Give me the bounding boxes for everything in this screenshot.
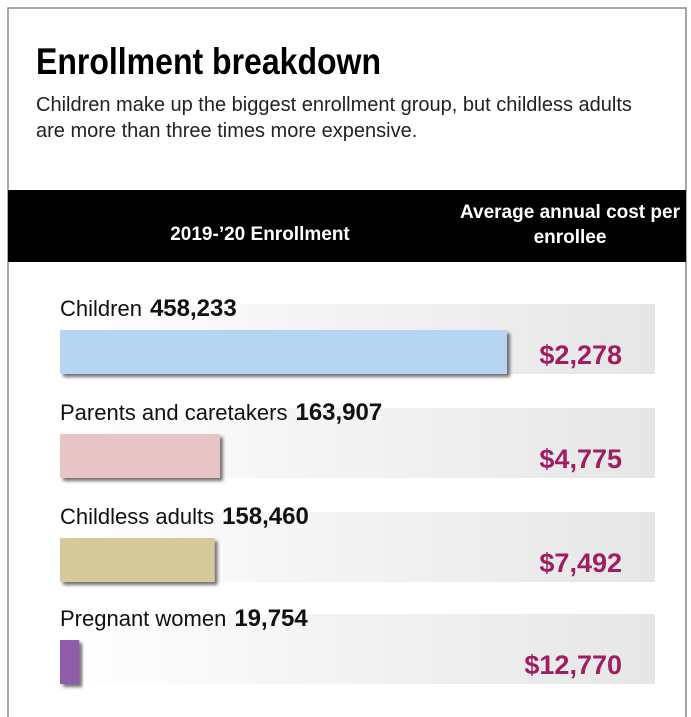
bar xyxy=(60,640,80,684)
value-label: 458,233 xyxy=(150,295,237,322)
chart-title: Enrollment breakdown xyxy=(36,41,381,82)
header-box: Average annual cost per enrollee xyxy=(460,202,680,248)
subtitle-box: Children make up the biggest enrollment … xyxy=(36,94,632,142)
category-label: Pregnant women 19,754 xyxy=(60,605,308,632)
header-band xyxy=(8,190,686,262)
category: Children xyxy=(60,296,142,321)
category-label: Parents and caretakers 163,907 xyxy=(60,399,382,426)
chart-subtitle: Children make up the biggest enrollment … xyxy=(36,94,632,142)
cost-label: $7,492 xyxy=(539,548,622,578)
value-label: 163,907 xyxy=(295,399,382,426)
rows: Children 458,233 $2,278 Parents and caretak… xyxy=(60,295,655,684)
cost-label: $2,278 xyxy=(539,340,622,370)
column-header: Average annual cost per enrollee xyxy=(460,202,680,248)
value-label: 158,460 xyxy=(222,503,309,530)
bar xyxy=(60,434,220,478)
column-header: 2019-’20 Enrollment xyxy=(170,224,350,245)
cost-label: $12,770 xyxy=(524,650,622,680)
category: Parents and caretakers xyxy=(60,400,287,425)
bar xyxy=(60,330,507,374)
row-background xyxy=(60,614,655,684)
bar xyxy=(60,538,215,582)
category: Childless adults xyxy=(60,504,214,529)
cost-label: $4,775 xyxy=(539,444,622,474)
category: Pregnant women xyxy=(60,606,226,631)
category-label: Childless adults 158,460 xyxy=(60,503,309,530)
value-label: 19,754 xyxy=(234,605,308,632)
category-label: Children 458,233 xyxy=(60,295,237,322)
